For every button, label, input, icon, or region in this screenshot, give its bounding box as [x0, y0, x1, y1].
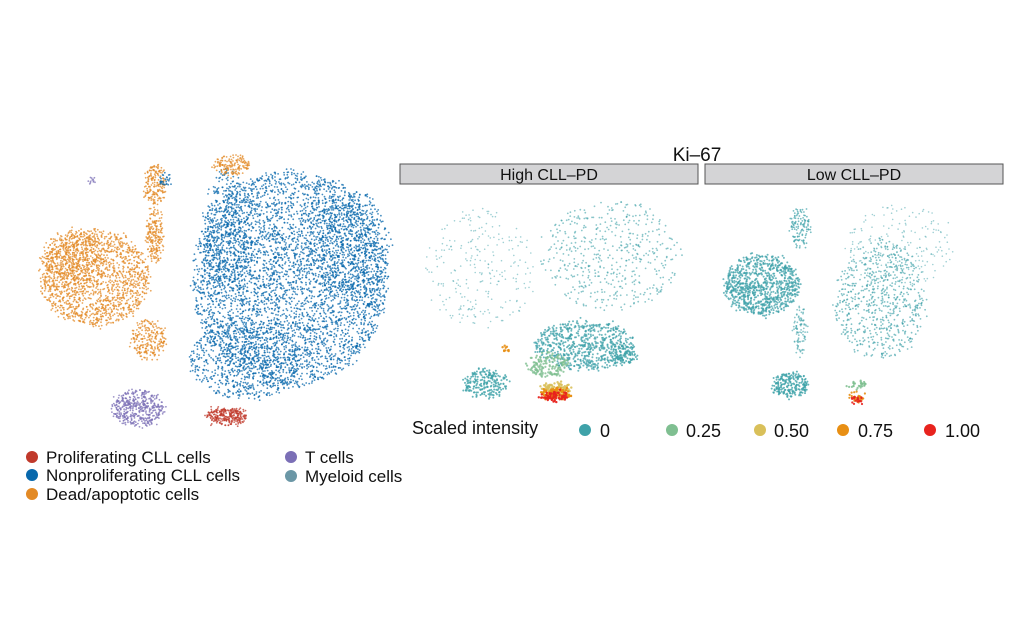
legend-item-myeloid: Myeloid cells — [285, 467, 402, 486]
cluster-legend: Proliferating CLL cells Nonproliferating… — [26, 448, 402, 504]
intensity-dot-0 — [579, 424, 591, 436]
legend-dot-myeloid — [285, 470, 297, 482]
legend-label: Proliferating CLL cells — [46, 448, 211, 467]
intensity-legend: Scaled intensity 0 0.25 0.50 0.75 1.00 — [412, 418, 980, 441]
facet-label-low: Low CLL–PD — [807, 167, 901, 184]
facet-strip-bg — [399, 163, 699, 185]
legend-item-proliferating: Proliferating CLL cells — [26, 448, 211, 467]
facet-plot-high — [425, 201, 683, 404]
facet-strip-high: High CLL–PD — [399, 163, 699, 185]
intensity-tick-label: 0.25 — [686, 421, 721, 441]
tsne-points — [38, 154, 394, 429]
facet-strip-low: Low CLL–PD — [704, 163, 1004, 185]
tsne-cluster-plot — [38, 154, 394, 429]
legend-label: Dead/apoptotic cells — [46, 485, 199, 504]
intensity-tick-label: 0.50 — [774, 421, 809, 441]
intensity-tick-label: 1.00 — [945, 421, 980, 441]
legend-label: Nonproliferating CLL cells — [46, 466, 240, 485]
legend-dot-nonproliferating — [26, 469, 38, 481]
legend-dot-dead — [26, 488, 38, 500]
legend-item-nonproliferating: Nonproliferating CLL cells — [26, 466, 240, 485]
intensity-tick-label: 0.75 — [858, 421, 893, 441]
intensity-dot-050 — [754, 424, 766, 436]
intensity-legend-title: Scaled intensity — [412, 418, 538, 438]
facet-strip-bg — [704, 163, 1004, 185]
chart-title: Ki–67 — [673, 145, 722, 166]
legend-dot-tcells — [285, 451, 297, 463]
legend-item-dead: Dead/apoptotic cells — [26, 485, 199, 504]
intensity-dot-025 — [666, 424, 678, 436]
ki67-low-points — [722, 204, 954, 406]
legend-dot-proliferating — [26, 451, 38, 463]
facet-plot-low — [722, 204, 954, 406]
legend-label: T cells — [305, 448, 354, 467]
facet-label-high: High CLL–PD — [500, 167, 598, 184]
intensity-tick-label: 0 — [600, 421, 610, 441]
intensity-dot-100 — [924, 424, 936, 436]
intensity-dot-075 — [837, 424, 849, 436]
legend-item-tcells: T cells — [285, 448, 354, 467]
legend-label: Myeloid cells — [305, 467, 402, 486]
ki67-high-points — [425, 201, 683, 404]
